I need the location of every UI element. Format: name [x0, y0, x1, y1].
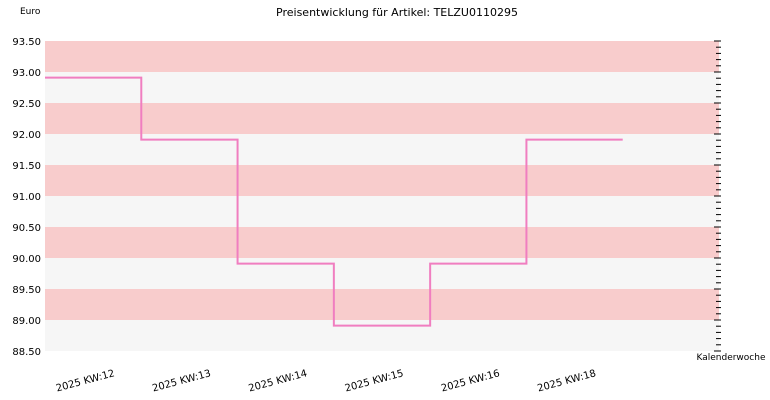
plot-band [45, 196, 719, 227]
y-axis: 88.50 89.00 89.50 90.00 90.50 91.00 91.50 92.00… [12, 37, 41, 358]
series-layer [45, 76, 623, 327]
y-tick-label: 89.00 [12, 316, 41, 327]
plot-band [45, 289, 719, 320]
plot-band [45, 258, 719, 289]
chart-title: Preisentwicklung für Artikel: TELZU01102… [276, 6, 518, 19]
plot-band [45, 227, 719, 258]
x-tick-label: 2025 KW:15 [344, 368, 405, 394]
plot-band [45, 165, 719, 196]
x-tick-label: 2025 KW:13 [151, 368, 212, 394]
x-axis: 2025 KW:12 2025 KW:13 2025 KW:14 2025 KW:15… [55, 368, 597, 394]
x-tick-label: 2025 KW:18 [536, 368, 597, 394]
plot-bands [45, 41, 719, 351]
x-tick-label: 2025 KW:14 [247, 368, 308, 394]
plot-band [45, 72, 719, 103]
y-tick-label: 91.50 [12, 161, 41, 172]
y-tick-label: 90.00 [12, 254, 41, 265]
y-tick-label: 89.50 [12, 285, 41, 296]
y-tick-label: 88.50 [12, 347, 41, 358]
x-tick-label: 2025 KW:12 [55, 368, 116, 394]
right-axis-ticks [714, 40, 721, 352]
plot-band [45, 103, 719, 134]
y-tick-label: 90.50 [12, 223, 41, 234]
y-tick-label: 93.50 [12, 37, 41, 48]
y-axis-label: Euro [20, 7, 41, 17]
y-tick-label: 93.00 [12, 68, 41, 79]
x-tick-label: 2025 KW:16 [440, 368, 501, 394]
y-tick-label: 91.00 [12, 192, 41, 203]
plot-band [45, 41, 719, 72]
price-step-line [45, 76, 623, 327]
y-tick-label: 92.50 [12, 99, 41, 110]
y-tick-label: 92.00 [12, 130, 41, 141]
x-axis-label: Kalenderwoche [696, 353, 765, 363]
